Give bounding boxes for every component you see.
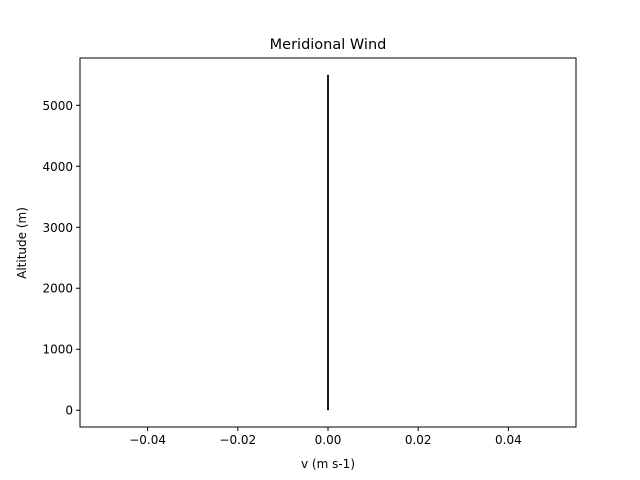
x-tick-label: −0.04 bbox=[129, 433, 166, 447]
y-axis-label: Altitude (m) bbox=[15, 207, 29, 279]
y-tick-label: 0 bbox=[65, 404, 73, 418]
chart-title: Meridional Wind bbox=[270, 37, 387, 53]
y-tick-label: 3000 bbox=[42, 221, 73, 235]
x-axis-label: v (m s-1) bbox=[301, 457, 355, 471]
x-tick-label: 0.02 bbox=[405, 433, 432, 447]
plot-area: −0.04 −0.02 0.00 0.02 0.04 0 1000 2000 3000 4000 5… bbox=[42, 57, 577, 447]
x-tick-label: 0.00 bbox=[315, 433, 342, 447]
y-tick-label: 4000 bbox=[42, 160, 73, 174]
x-tick-label: 0.04 bbox=[495, 433, 522, 447]
y-tick-label: 5000 bbox=[42, 99, 73, 113]
y-tick-label: 1000 bbox=[42, 343, 73, 357]
y-tick-label: 2000 bbox=[42, 282, 73, 296]
x-tick-label: −0.02 bbox=[219, 433, 256, 447]
